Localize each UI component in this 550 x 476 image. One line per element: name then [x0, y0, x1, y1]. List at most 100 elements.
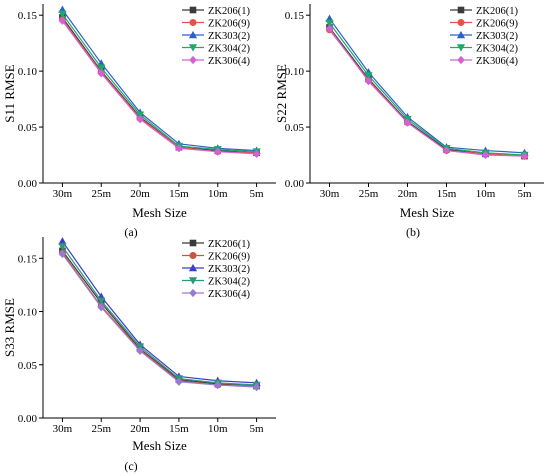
x-axis-title: Mesh Size	[400, 205, 455, 220]
series-line-ZK306(4)	[61, 20, 257, 155]
y-tick-label: 0.10	[285, 66, 305, 78]
legend-marker	[189, 19, 197, 26]
series-line-ZK304(2)	[61, 246, 257, 386]
y-tick-label: 0.10	[18, 307, 38, 319]
legend-entry: ZK206(9)	[476, 18, 518, 29]
series-line-ZK206(1)	[61, 250, 257, 387]
series-line-ZK304(2)	[329, 22, 525, 156]
x-tick-label: 15m	[169, 188, 189, 200]
data-point	[136, 346, 144, 356]
y-tick-label: 0.00	[285, 178, 305, 190]
data-point	[403, 118, 412, 127]
legend-marker	[189, 252, 197, 259]
legend-entry: ZK206(9)	[208, 251, 250, 262]
legend-entry: ZK306(4)	[208, 56, 250, 67]
data-point	[97, 297, 106, 305]
series-line-ZK304(2)	[61, 13, 257, 153]
data-point	[520, 152, 529, 161]
legend-entry: ZK304(2)	[476, 43, 518, 54]
x-tick-label: 5m	[250, 188, 265, 200]
y-axis-title: S22 RMSE	[274, 64, 289, 123]
x-tick-label: 20m	[130, 423, 150, 435]
legend-marker	[188, 263, 198, 272]
legend-marker	[456, 30, 466, 39]
y-tick-label: 0.10	[18, 66, 38, 78]
legend: ZK206(1)ZK206(9) ZK303(2)ZK304(2) ZK306(4)	[450, 6, 518, 67]
data-point	[58, 249, 67, 259]
panel-label: (b)	[406, 225, 420, 239]
x-tick-label: 20m	[130, 188, 150, 200]
data-point	[364, 72, 373, 80]
data-point	[175, 377, 183, 386]
x-tick-label: 25m	[91, 423, 111, 435]
data-point	[252, 149, 261, 159]
y-tick-label: 0.15	[18, 10, 38, 22]
panel-label: (a)	[124, 225, 137, 239]
series-line-ZK306(4)	[61, 253, 257, 388]
x-tick-label: 15m	[437, 188, 457, 200]
legend-marker	[457, 55, 465, 65]
legend-entry: ZK206(1)	[476, 6, 518, 17]
legend-entry: ZK306(4)	[476, 56, 518, 67]
data-point	[175, 144, 183, 153]
legend-marker	[189, 239, 197, 247]
data-point	[97, 64, 106, 72]
legend-marker	[189, 55, 197, 65]
data-point	[252, 383, 261, 392]
panel-label: (c)	[124, 459, 137, 473]
x-tick-label: 15m	[169, 423, 189, 435]
data-point	[213, 147, 222, 156]
legend-marker	[457, 6, 465, 14]
panel-1: 0.00 0.05 0.10 0.15 30m 25m 20m 15m 10m 5m Mesh Si…	[2, 4, 276, 239]
x-tick-label: 10m	[208, 188, 228, 200]
legend-marker	[188, 277, 198, 285]
x-tick-label: 10m	[208, 423, 228, 435]
data-point	[213, 380, 222, 390]
legend-marker	[189, 288, 197, 298]
series-line-ZK306(4)	[329, 28, 525, 157]
data-point	[364, 77, 373, 86]
legend-entry: ZK304(2)	[208, 43, 250, 54]
data-point	[481, 150, 490, 160]
data-point	[325, 24, 334, 33]
legend-entry: ZK206(1)	[208, 239, 250, 250]
x-tick-label: 30m	[320, 188, 340, 200]
y-tick-label: 0.00	[18, 413, 38, 425]
legend-marker	[189, 6, 197, 14]
x-tick-label: 30m	[53, 423, 73, 435]
data-point	[58, 237, 67, 245]
panel-2: 0.00 0.05 0.10 0.15 30m 25m 20m 15m 10m 5m Mesh Si…	[274, 4, 544, 239]
series-line-ZK303(2)	[61, 9, 257, 152]
legend-entry: ZK303(2)	[476, 31, 518, 42]
panel-3: 0.00 0.05 0.10 0.15 30m 25m 20m 15m 10m 5m Mesh Si…	[2, 237, 276, 473]
legend: ZK206(1)ZK206(9) ZK303(2)ZK304(2) ZK306(4)	[182, 239, 250, 300]
legend: ZK206(1)ZK206(9) ZK303(2)ZK304(2) ZK306(4)	[182, 6, 250, 67]
data-point	[58, 243, 67, 251]
x-tick-label: 25m	[359, 188, 379, 200]
data-point	[442, 146, 451, 155]
legend-marker	[457, 19, 465, 26]
data-point	[136, 115, 144, 124]
y-axis-title: S11 RMSE	[2, 64, 17, 122]
legend-entry: ZK303(2)	[208, 264, 250, 275]
y-tick-label: 0.05	[18, 122, 38, 134]
legend-marker	[188, 44, 198, 52]
y-tick-label: 0.15	[285, 10, 305, 22]
legend-entry: ZK304(2)	[208, 276, 250, 287]
legend-entry: ZK206(1)	[208, 6, 250, 17]
data-point	[58, 16, 67, 25]
x-tick-label: 5m	[517, 188, 532, 200]
x-tick-label: 10m	[476, 188, 496, 200]
y-tick-label: 0.00	[18, 178, 38, 190]
data-point	[325, 19, 334, 28]
legend-marker	[188, 30, 198, 39]
series-line-ZK303(2)	[61, 240, 257, 384]
series-line-ZK303(2)	[329, 18, 525, 154]
legend-entry: ZK206(9)	[208, 18, 250, 29]
legend-entry: ZK303(2)	[208, 31, 250, 42]
legend-entry: ZK306(4)	[208, 289, 250, 300]
x-axis-title: Mesh Size	[132, 205, 187, 220]
data-point	[58, 10, 67, 19]
x-axis-title: Mesh Size	[132, 438, 187, 453]
